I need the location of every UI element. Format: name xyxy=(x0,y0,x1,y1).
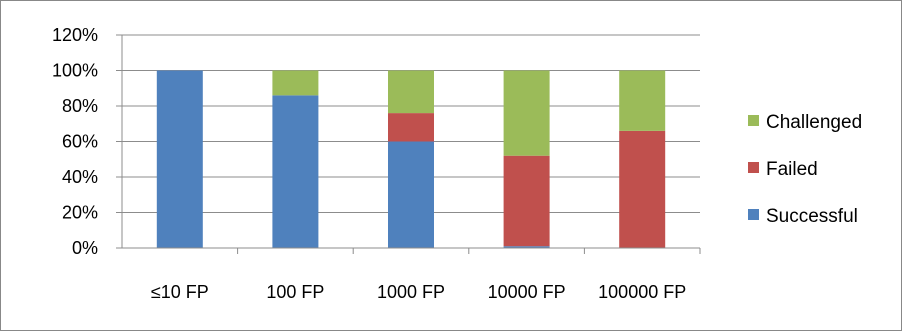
bar-segment-challenged xyxy=(619,70,666,131)
y-tick-label: 0% xyxy=(72,238,98,258)
y-tick-label: 40% xyxy=(62,167,98,187)
bar-segment-successful xyxy=(388,141,434,248)
legend-swatch-successful xyxy=(748,209,759,220)
y-tick-labels: 0% 20% 40% 60% 80% 100% 120% xyxy=(52,25,98,258)
y-tick-label: 100% xyxy=(52,61,98,81)
bar-segment-failed xyxy=(503,155,550,247)
category-label: 100 FP xyxy=(266,282,324,302)
category-label: 1000 FP xyxy=(377,282,445,302)
category-label: ≤10 FP xyxy=(151,282,209,302)
category-label: 100000 FP xyxy=(598,282,686,302)
bar-segment-failed xyxy=(388,113,434,142)
legend-swatch-failed xyxy=(748,162,759,173)
y-tick-label: 120% xyxy=(52,25,98,45)
bar-segment-challenged xyxy=(272,70,319,96)
axes xyxy=(116,34,701,254)
legend-label-successful: Successful xyxy=(766,206,858,227)
y-tick-label: 80% xyxy=(62,96,98,116)
bars xyxy=(156,70,666,248)
legend-swatch-challenged xyxy=(748,115,759,126)
bar-segment-successful xyxy=(503,246,550,248)
legend-label-challenged: Challenged xyxy=(766,112,862,133)
category-labels: ≤10 FP 100 FP 1000 FP 10000 FP 100000 FP xyxy=(151,282,686,302)
bar-segment-successful xyxy=(272,95,319,248)
legend: Challenged Failed Successful xyxy=(748,112,862,227)
y-tick-label: 20% xyxy=(62,203,98,223)
bar-segment-challenged xyxy=(503,70,550,156)
bar-segment-failed xyxy=(619,130,666,248)
legend-label-failed: Failed xyxy=(766,159,818,180)
y-tick-label: 60% xyxy=(62,132,98,152)
bar-segment-successful xyxy=(156,70,203,248)
bar-segment-challenged xyxy=(388,70,434,114)
category-label: 10000 FP xyxy=(488,282,566,302)
